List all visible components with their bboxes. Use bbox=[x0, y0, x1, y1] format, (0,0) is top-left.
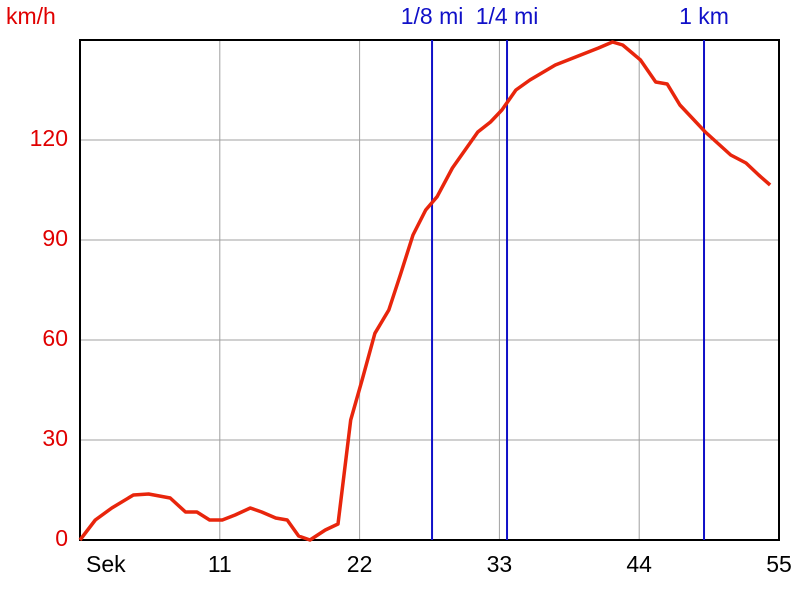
x-tick-label: 55 bbox=[766, 551, 792, 577]
plot-frame bbox=[79, 39, 780, 541]
y-axis-label: km/h bbox=[6, 3, 56, 29]
y-tick-label: 30 bbox=[42, 425, 68, 451]
marker-label: 1/4 mi bbox=[476, 3, 539, 29]
y-tick-label: 90 bbox=[42, 225, 68, 251]
y-tick-label: 60 bbox=[42, 325, 68, 351]
x-tick-label: 11 bbox=[208, 551, 232, 577]
speed-line bbox=[78, 40, 772, 542]
x-tick-label: 33 bbox=[487, 551, 513, 577]
x-tick-label: Sek bbox=[86, 551, 126, 577]
marker-label: 1 km bbox=[679, 3, 729, 29]
marker-label: 1/8 mi bbox=[401, 3, 464, 29]
y-tick-label: 120 bbox=[30, 125, 68, 151]
x-tick-label: 44 bbox=[626, 551, 652, 577]
y-tick-label: 0 bbox=[55, 525, 68, 551]
x-tick-label: 22 bbox=[347, 551, 373, 577]
